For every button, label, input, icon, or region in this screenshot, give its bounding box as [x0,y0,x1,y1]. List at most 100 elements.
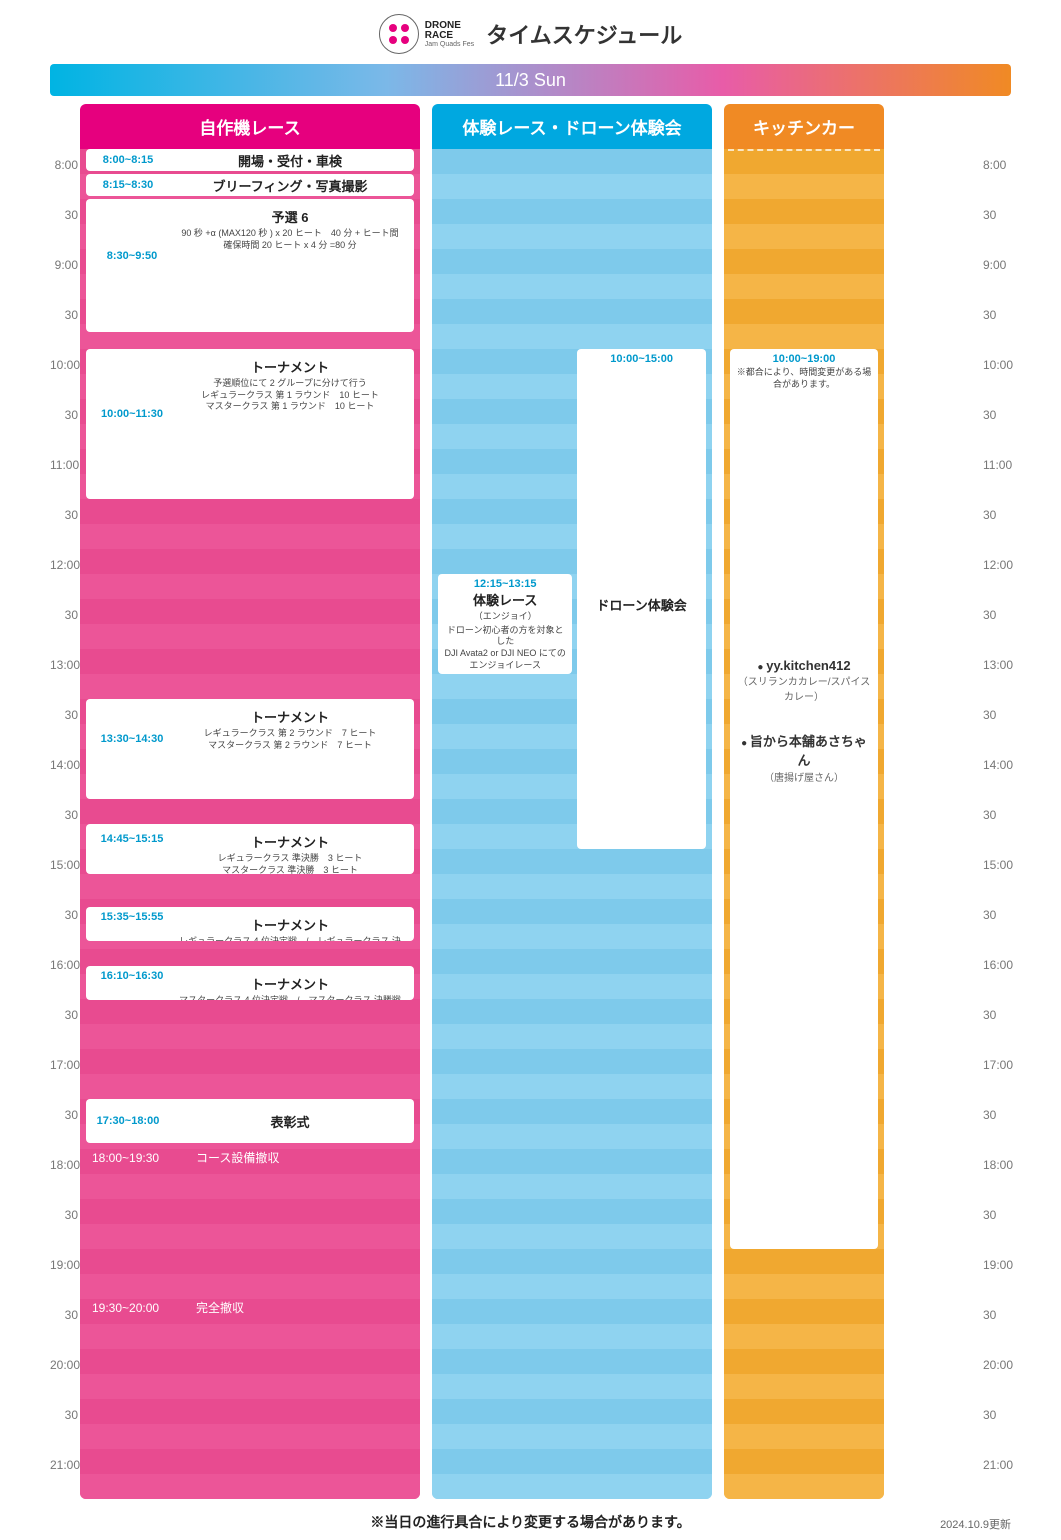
event-time: 10:00~15:00 [583,353,700,365]
event-time: 14:45~15:15 [92,828,172,874]
time-tick: 16:00 [50,940,78,990]
event-title: 開場・受付・車検 [172,151,408,170]
vendor-name: yy.kitchen412 [736,658,872,673]
event-title: トーナメント [176,915,404,934]
vendor: 旨から本舗あさちゃん（唐揚げ屋さん） [736,731,872,784]
event-desc: レギュラークラス 4 位決定戦 / レギュラークラス 決勝戦 [176,936,404,941]
event-time: 16:10~16:30 [92,970,172,1000]
event-block: 17:30~18:00表彰式 [86,1099,414,1143]
time-tick: 30 [983,1090,1011,1140]
event-title: 体験レース [444,590,566,609]
time-tick: 30 [983,490,1011,540]
event-time: 18:00~19:30 [92,1151,172,1165]
time-tick: 30 [983,390,1011,440]
vendor-type: （唐揚げ屋さん） [736,769,872,784]
schedule-grid: 8:00309:003010:003011:003012:003013:0030… [50,104,1011,1504]
event-desc: 90 秒 +α (MAX120 秒 ) x 20 ヒート 40 分 + ヒート間… [176,228,404,251]
time-tick: 30 [50,990,78,1040]
time-tick: 30 [50,1190,78,1240]
event-title: トーナメント [176,707,404,726]
time-axis-right: 8:00309:003010:003011:003012:003013:0030… [983,140,1011,1540]
column-kitchen: キッチンカー10:00~19:00※都合により、時間変更がある場合があります。y… [724,104,884,1499]
column-header: 自作機レース [80,104,420,149]
time-tick: 15:00 [983,840,1011,890]
time-tick: 8:00 [983,140,1011,190]
time-tick: 30 [983,1390,1011,1440]
time-tick: 30 [50,490,78,540]
time-tick: 30 [983,990,1011,1040]
event-title: トーナメント [176,357,404,376]
time-tick: 12:00 [983,540,1011,590]
event-title: トーナメント [176,832,404,851]
time-tick: 13:00 [983,640,1011,690]
time-tick: 30 [983,290,1011,340]
event-title: コース設備撤収 [196,1151,279,1165]
page-header: DRONE RACE Jam Quads Fes タイムスケジュール [0,0,1061,64]
event-title: ドローン体験会 [583,595,700,614]
time-tick: 11:00 [983,440,1011,490]
time-tick: 30 [983,690,1011,740]
vendor: yy.kitchen412（スリランカカレー/スパイスカレー） [736,658,872,703]
event-time: 15:35~15:55 [92,911,172,941]
time-tick: 13:00 [50,640,78,690]
time-tick: 18:00 [50,1140,78,1190]
time-tick: 19:00 [50,1240,78,1290]
time-tick: 14:00 [983,740,1011,790]
time-tick: 30 [983,590,1011,640]
time-tick: 9:00 [983,240,1011,290]
event-block: 8:00~8:15開場・受付・車検 [86,149,414,171]
event-block: 8:15~8:30ブリーフィング・写真撮影 [86,174,414,196]
event-desc: レギュラークラス 準決勝 3 ヒートマスタークラス 準決勝 3 ヒート [176,853,404,874]
time-tick: 30 [50,1390,78,1440]
time-tick: 30 [983,190,1011,240]
event-desc: ドローン初心者の方を対象としたDJI Avata2 or DJI NEO にての… [444,625,566,672]
column-header: キッチンカー [724,104,884,149]
time-tick [983,1490,1011,1540]
column-trial: 体験レース・ドローン体験会12:15~13:15体験レース（エンジョイ）ドローン… [432,104,712,1499]
event-desc: 予選順位にて 2 グループに分けて行うレギュラークラス 第 1 ラウンド 10 … [176,378,404,413]
event-time: 19:30~20:00 [92,1301,172,1315]
event-desc: マスタークラス 4 位決定戦 / マスタークラス 決勝戦 [176,995,404,1000]
event-time: 8:15~8:30 [92,179,164,191]
time-tick: 10:00 [983,340,1011,390]
time-tick: 20:00 [50,1340,78,1390]
event-title: トーナメント [176,974,404,993]
time-tick: 16:00 [983,940,1011,990]
time-tick: 15:00 [50,840,78,890]
time-tick: 30 [50,390,78,440]
event-block: 10:00~11:30トーナメント予選順位にて 2 グループに分けて行うレギュラ… [86,349,414,499]
inline-event: 18:00~19:30 コース設備撤収 [92,1149,414,1166]
time-tick: 30 [983,790,1011,840]
time-tick: 30 [983,890,1011,940]
event-note: ※都合により、時間変更がある場合があります。 [736,367,872,390]
time-tick: 17:00 [50,1040,78,1090]
time-tick: 30 [50,1090,78,1140]
inline-event: 19:30~20:00 完全撤収 [92,1299,414,1316]
event-block: 12:15~13:15体験レース（エンジョイ）ドローン初心者の方を対象としたDJ… [438,574,572,674]
event-time: 13:30~14:30 [92,703,172,751]
time-tick: 8:00 [50,140,78,190]
event-title: 予選 6 [176,207,404,226]
logo-text-main: DRONE [425,21,474,31]
logo: DRONE RACE Jam Quads Fes [379,14,474,54]
event-time: 10:00~11:30 [92,353,172,420]
time-tick: 10:00 [50,340,78,390]
date-bar: 11/3 Sun [50,64,1011,96]
time-tick: 18:00 [983,1140,1011,1190]
time-tick: 14:00 [50,740,78,790]
time-tick: 30 [50,1290,78,1340]
logo-text-sub2: Jam Quads Fes [425,41,474,48]
event-time: 17:30~18:00 [92,1115,164,1127]
time-tick: 30 [50,190,78,240]
time-tick: 30 [50,890,78,940]
event-title: 完全撤収 [196,1301,244,1315]
time-axis-left: 8:00309:003010:003011:003012:003013:0030… [50,140,78,1540]
logo-icon [379,14,419,54]
time-tick: 17:00 [983,1040,1011,1090]
event-desc: レギュラークラス 第 2 ラウンド 7 ヒートマスタークラス 第 2 ラウンド … [176,728,404,751]
vendor-type: （スリランカカレー/スパイスカレー） [736,673,872,703]
column-header: 体験レース・ドローン体験会 [432,104,712,149]
event-sub: （エンジョイ） [444,611,566,623]
event-block: 8:30~9:50予選 690 秒 +α (MAX120 秒 ) x 20 ヒー… [86,199,414,332]
vendor-name: 旨から本舗あさちゃん [736,731,872,769]
